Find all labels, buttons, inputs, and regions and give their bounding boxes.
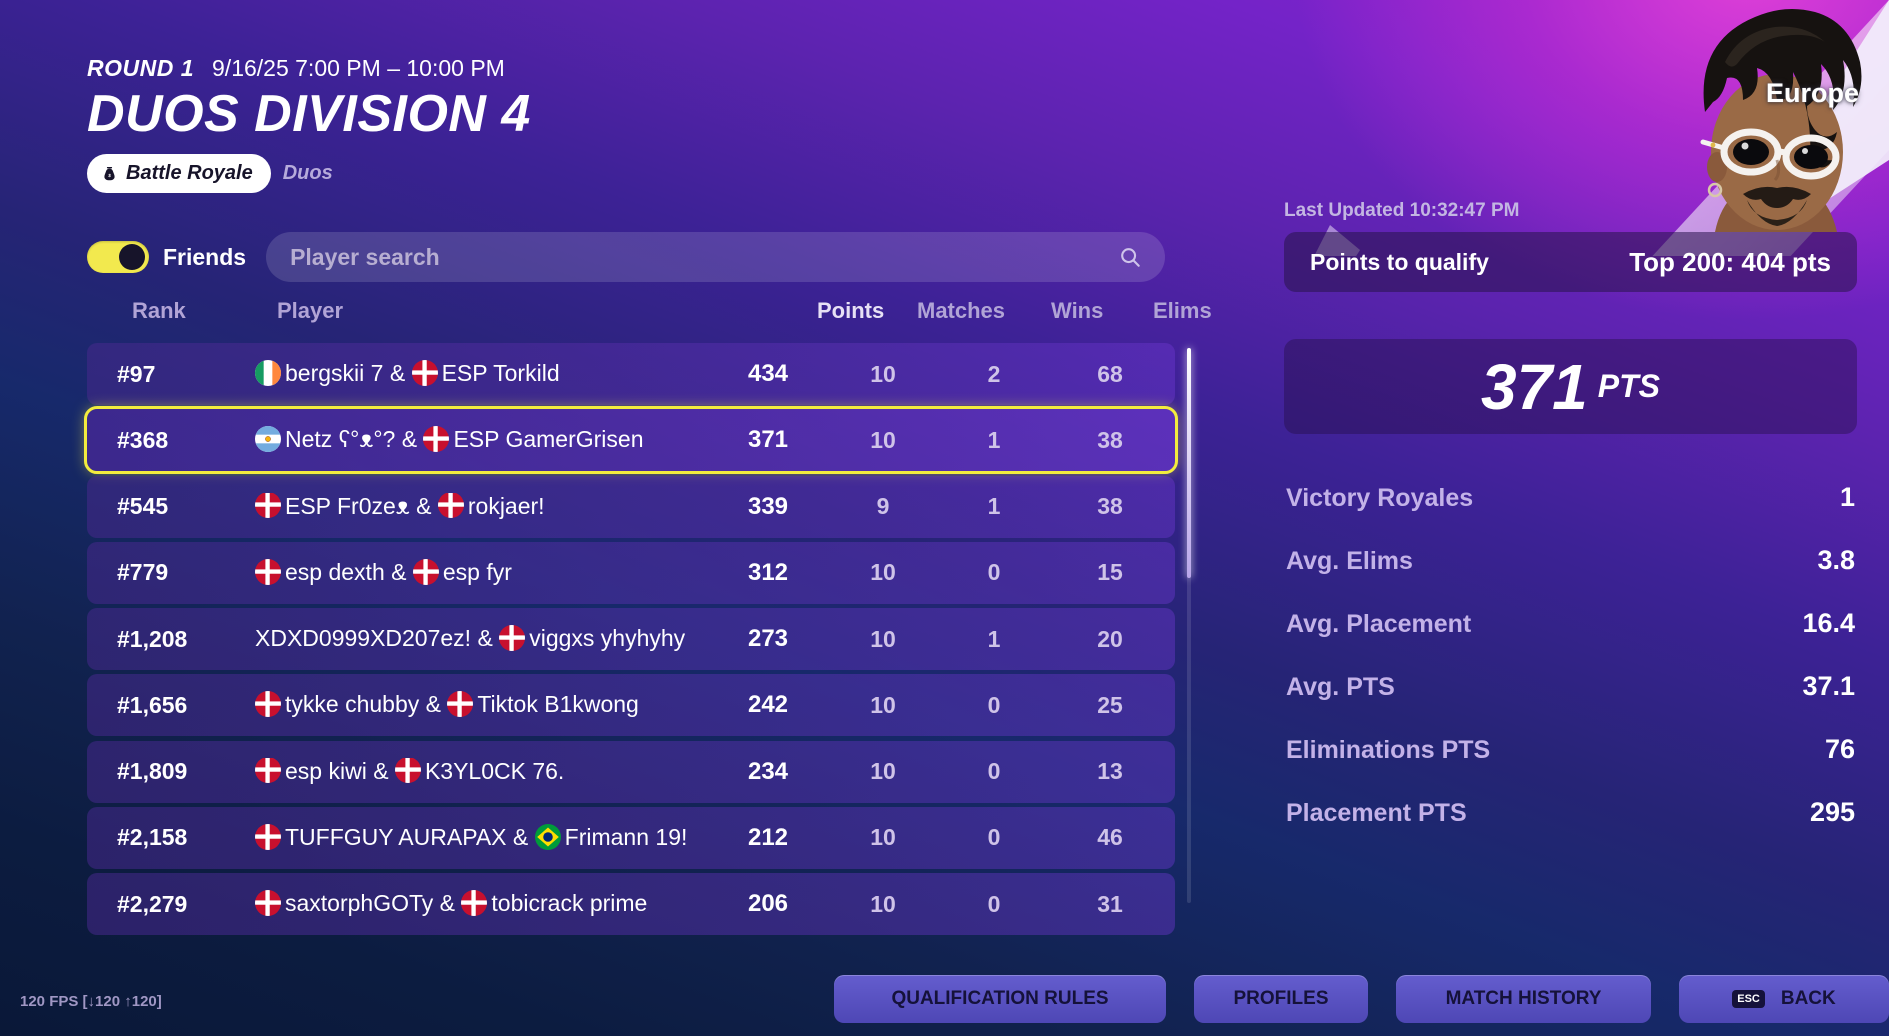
svg-text:$: $ [107,173,111,178]
